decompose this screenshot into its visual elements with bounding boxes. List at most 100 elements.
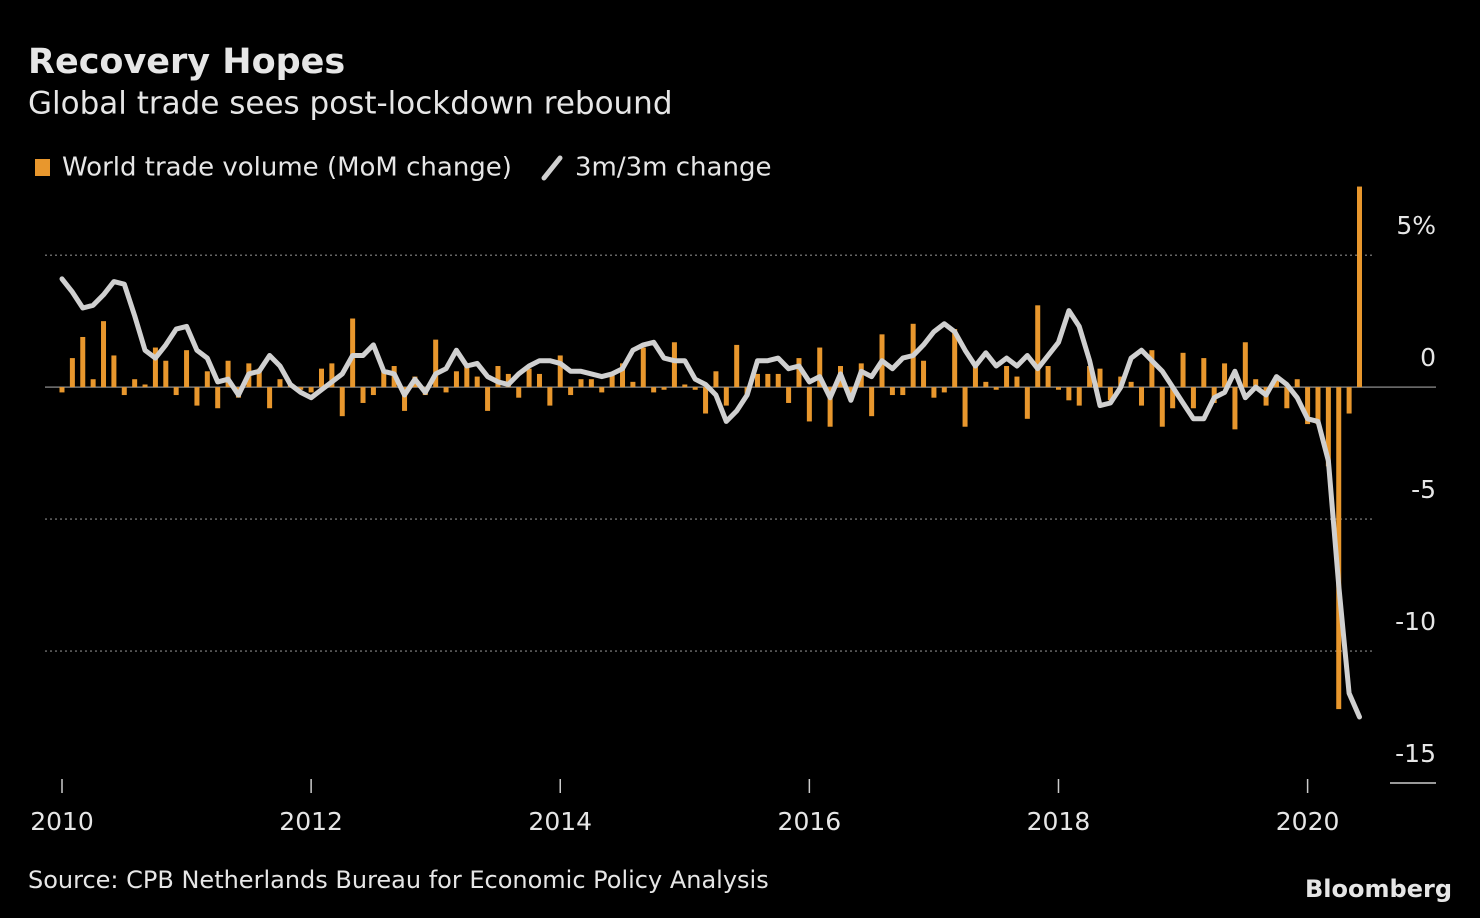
bar [225, 360, 231, 388]
bar [381, 371, 387, 388]
bar [952, 329, 958, 388]
x-tick-label: 2014 [528, 807, 592, 836]
bar [630, 381, 636, 388]
bar [983, 381, 989, 388]
y-tick-label: -10 [1395, 607, 1436, 636]
bar [1305, 387, 1311, 425]
bar [993, 387, 999, 390]
bar [682, 384, 688, 388]
bar [651, 387, 657, 393]
source-note: Source: CPB Netherlands Bureau for Econo… [28, 866, 769, 894]
bar [80, 336, 86, 388]
y-tick-label: 0 [1420, 343, 1436, 372]
bar [1222, 363, 1228, 388]
bar [1035, 305, 1041, 388]
bar [869, 387, 875, 417]
bar [267, 387, 273, 409]
bar [1159, 387, 1165, 427]
x-tick-label: 2016 [778, 807, 842, 836]
bar [547, 387, 553, 406]
bar [713, 371, 719, 388]
bar [516, 387, 522, 398]
bar [578, 379, 584, 388]
bar [1170, 387, 1176, 409]
bar [640, 347, 646, 388]
bar [1294, 379, 1300, 388]
bar [173, 387, 179, 396]
bar [215, 387, 221, 409]
bar [111, 355, 117, 388]
bar [152, 347, 158, 388]
bar [941, 387, 947, 393]
bar [1149, 350, 1155, 388]
bar [734, 344, 740, 388]
chart-subtitle: Global trade sees post-lockdown rebound [28, 86, 673, 122]
bar [775, 373, 781, 388]
bar [661, 387, 667, 390]
bar [827, 387, 833, 427]
bar [132, 379, 138, 388]
bar [921, 360, 927, 388]
bar [1346, 387, 1352, 414]
bar [1180, 352, 1186, 388]
bar [59, 387, 65, 393]
line [59, 276, 1362, 720]
bar [599, 387, 605, 393]
bar [256, 368, 262, 388]
bar [204, 371, 210, 388]
bar [806, 387, 812, 422]
bar [464, 363, 470, 388]
bar [1315, 387, 1321, 425]
bar [277, 379, 283, 388]
legend-swatch [541, 155, 563, 181]
y-tick-label: -5 [1411, 475, 1436, 504]
bar [1004, 366, 1010, 388]
bar [889, 387, 895, 396]
bar [754, 373, 760, 388]
bar [495, 366, 501, 388]
chart-title: Recovery Hopes [28, 42, 345, 82]
bar [360, 387, 366, 403]
bar [101, 321, 107, 388]
bar [329, 363, 335, 388]
x-tick-label: 2020 [1276, 807, 1340, 836]
bar [1253, 379, 1259, 388]
bar [194, 387, 200, 406]
bar [1242, 342, 1248, 388]
bar [298, 387, 304, 390]
bar [1097, 368, 1103, 388]
bar [1325, 387, 1331, 467]
bar [692, 387, 698, 390]
x-tick-label: 2018 [1027, 807, 1091, 836]
bar [142, 384, 148, 388]
bar [536, 373, 542, 388]
bar [350, 318, 356, 388]
bar [671, 342, 677, 388]
bar [90, 379, 96, 388]
brand-logo: Bloomberg [1305, 875, 1452, 903]
bar [1273, 376, 1279, 388]
bar [1045, 366, 1051, 388]
bar [1107, 387, 1113, 401]
bar [1357, 186, 1362, 388]
bar [1232, 387, 1238, 430]
bar [962, 387, 968, 427]
bar [121, 387, 127, 396]
bar [557, 355, 563, 388]
bar [1014, 376, 1020, 388]
legend-label: 3m/3m change [575, 153, 771, 183]
bar [1055, 387, 1061, 390]
bar [1190, 387, 1196, 409]
bar [765, 373, 771, 388]
legend-label: World trade volume (MoM change) [62, 153, 512, 183]
bar [620, 363, 626, 388]
bar [817, 347, 823, 388]
bar [453, 371, 459, 388]
bar [1284, 387, 1290, 409]
legend-swatch [35, 159, 50, 176]
bar [505, 373, 511, 388]
bar [900, 387, 906, 396]
